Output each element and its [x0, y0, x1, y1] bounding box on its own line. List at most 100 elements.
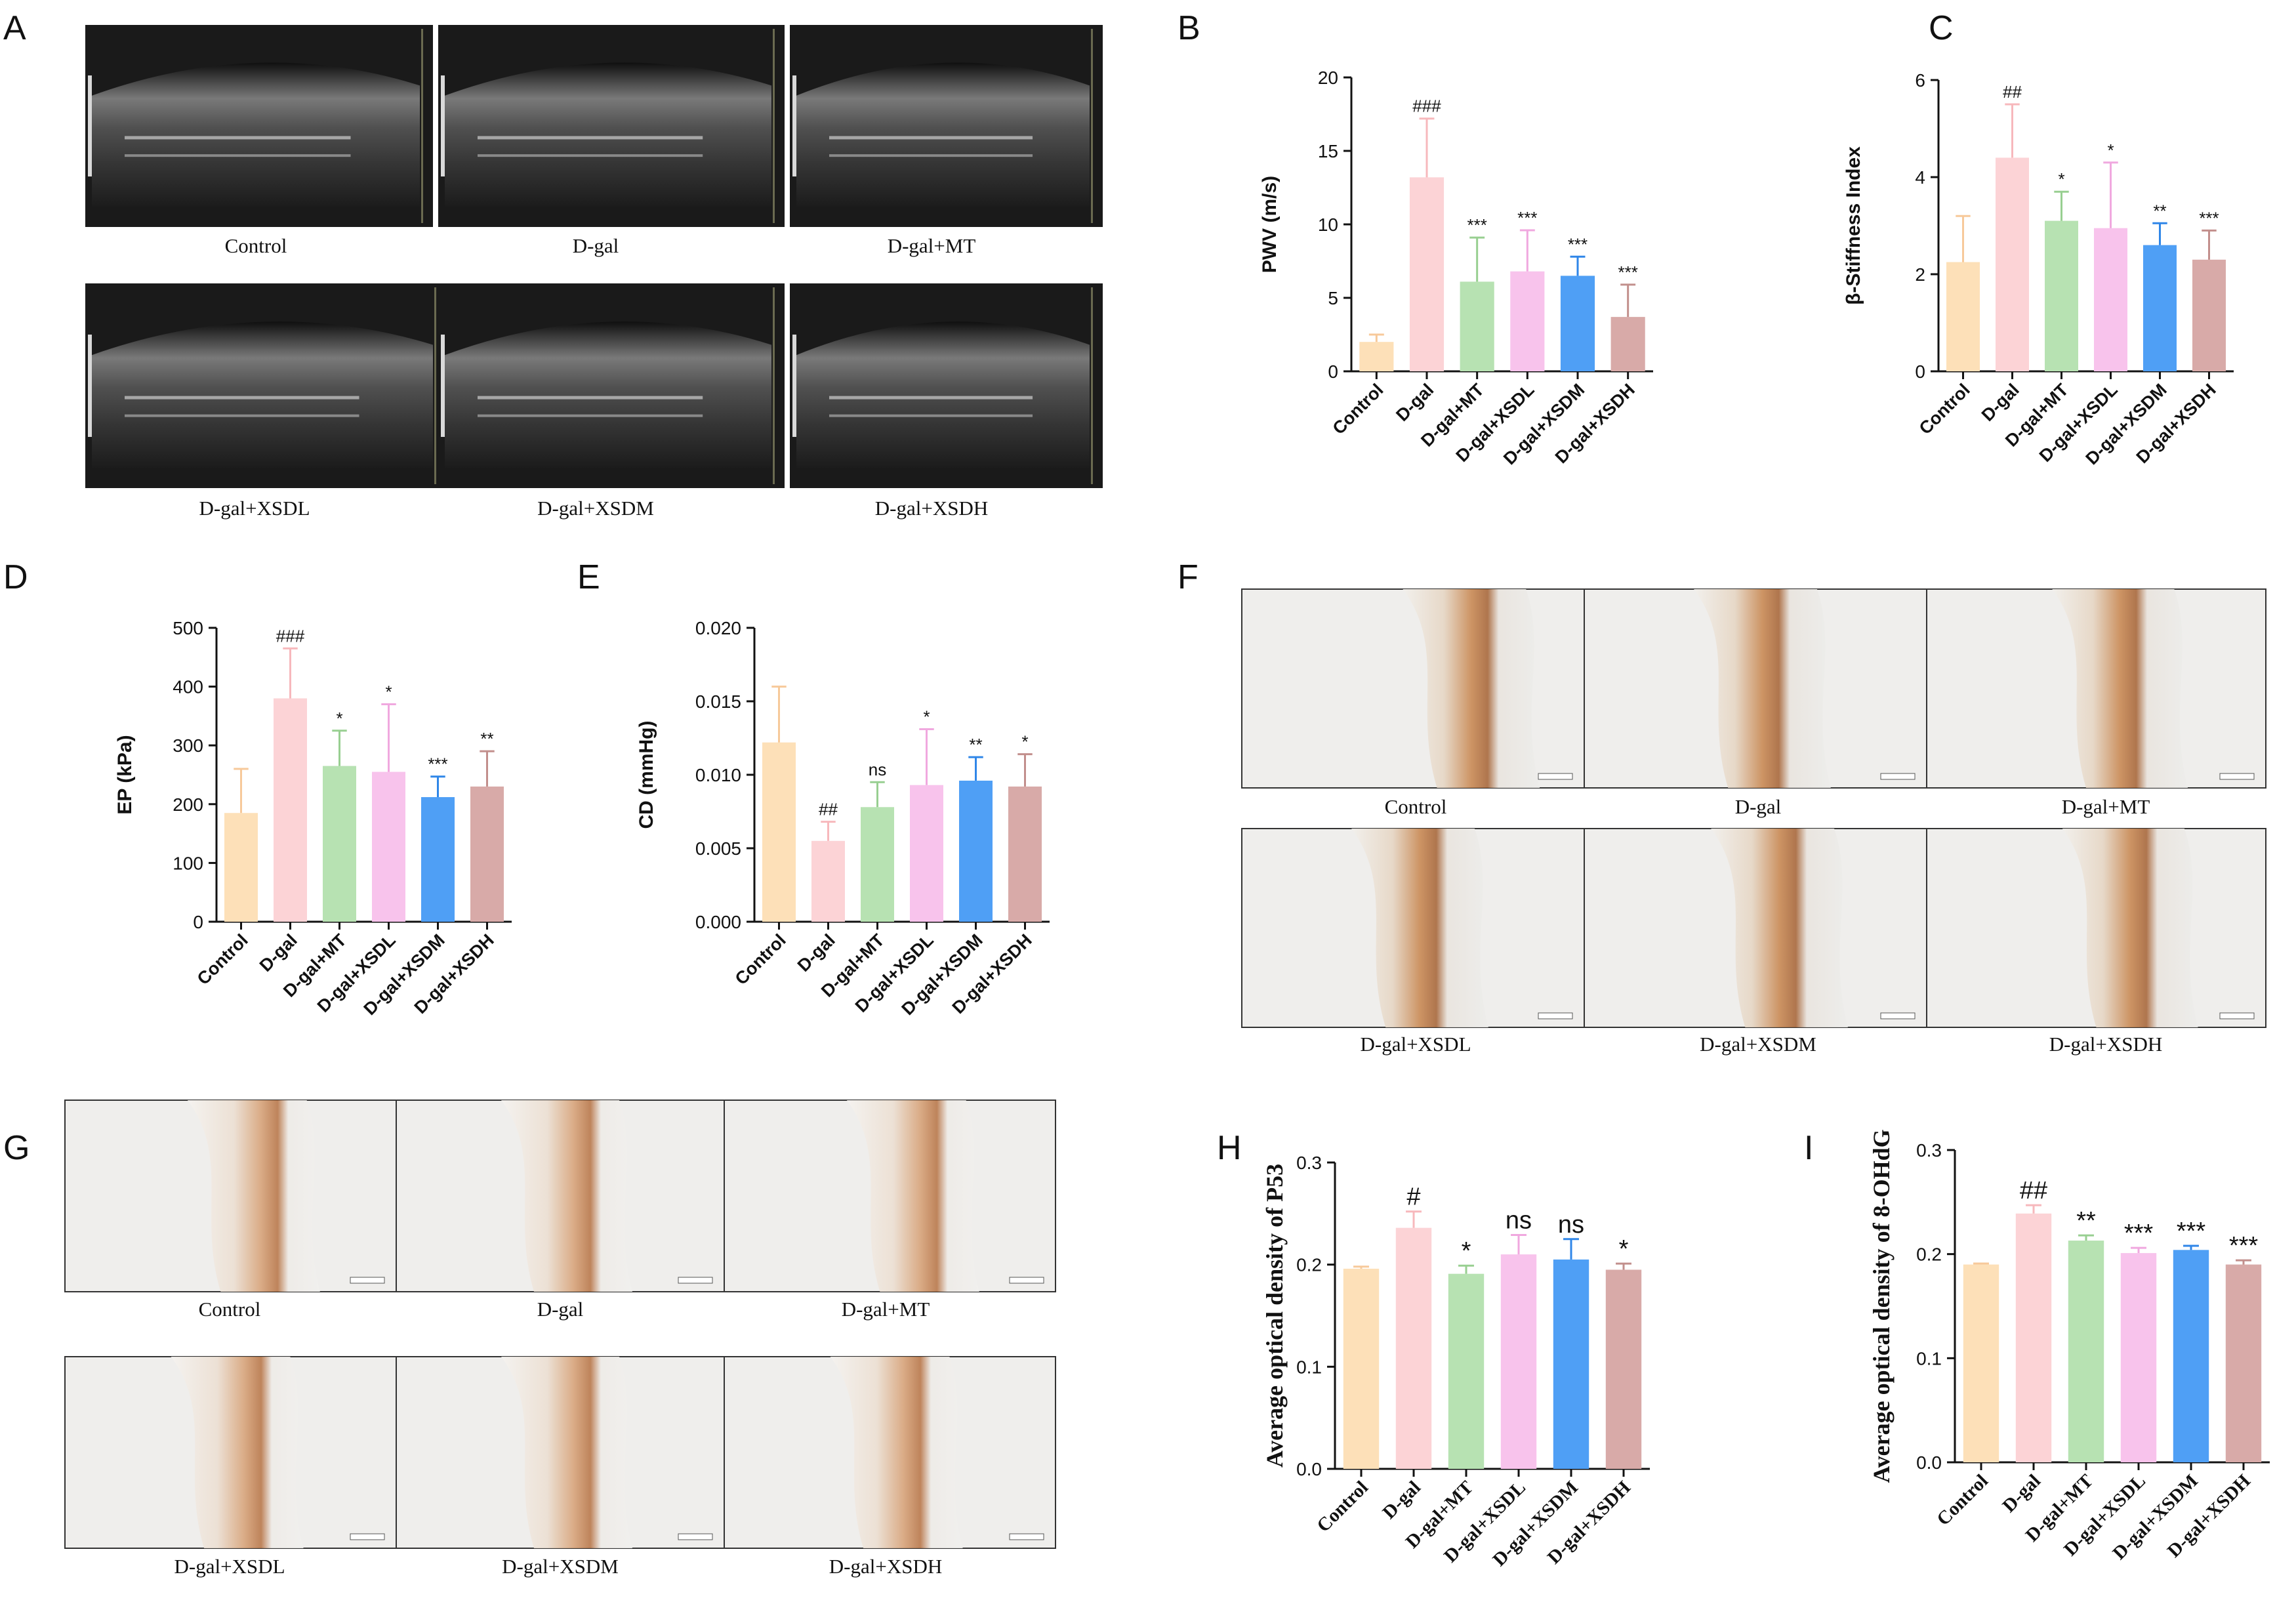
panel-f: F Control D-gal D-gal+MT D-gal+XSDL D-gal+XS…	[1178, 558, 2266, 1056]
vessel-wall-line	[829, 414, 1033, 417]
bar	[1963, 1264, 1999, 1462]
image-cell: Control	[64, 1100, 397, 1321]
y-tick-label: 20	[1318, 68, 1338, 88]
x-tick-label: Control	[1328, 380, 1387, 438]
gain-bar	[441, 335, 445, 437]
y-tick-label: 0.1	[1916, 1348, 1942, 1368]
y-tick-label: 0	[1328, 361, 1338, 382]
y-tick-label: 0.020	[695, 618, 741, 638]
bar	[421, 797, 455, 922]
panel-a: A Control D-gal D-gal+MT D-gal+XSDL D-gal+XS…	[3, 9, 1103, 520]
y-tick-label: 0.0	[1296, 1459, 1322, 1479]
scale-bar	[1880, 773, 1916, 780]
bar	[811, 840, 845, 922]
ultrasound-tissue	[445, 321, 771, 468]
y-axis-label: CD (mmHg)	[636, 721, 657, 829]
ultrasound-tissue	[796, 62, 1090, 207]
ultrasound-tissue	[92, 62, 420, 207]
bar	[1500, 1254, 1537, 1469]
bar	[2143, 245, 2177, 371]
bar	[1510, 271, 1545, 371]
chart-h: H 0.0 0.1 0.2 0.3 Average optical density of …	[1217, 1129, 1650, 1571]
vessel-wall-line	[478, 414, 703, 417]
x-tick-label: D-gal	[1392, 380, 1437, 425]
bar	[1553, 1259, 1589, 1469]
image-cell: D-gal+MT	[1926, 588, 2266, 818]
bar	[1343, 1268, 1380, 1469]
scale-bar	[350, 1533, 385, 1540]
y-tick-label: 0.3	[1296, 1153, 1322, 1173]
significance-label: ##	[2003, 82, 2022, 102]
significance-label: ##	[2020, 1177, 2047, 1204]
vessel-wall-stain	[2062, 829, 2198, 1027]
bar	[2015, 1213, 2052, 1462]
significance-label: **	[2076, 1207, 2096, 1235]
bar	[762, 742, 796, 922]
panel-letter-a: A	[3, 9, 26, 47]
significance-label: #	[1406, 1183, 1420, 1211]
significance-label: ***	[2124, 1220, 2154, 1247]
depth-scale	[421, 29, 423, 223]
image-label: Control	[199, 1298, 261, 1321]
significance-label: **	[2153, 201, 2166, 220]
y-tick-label: 0	[1915, 361, 1925, 382]
image-cell: D-gal+XSDL	[64, 1356, 397, 1578]
bar	[224, 813, 258, 922]
image-label: D-gal+XSDH	[2049, 1033, 2162, 1056]
vessel-wall-line	[125, 396, 359, 400]
scale-bar	[2219, 1012, 2255, 1019]
significance-label: **	[969, 735, 982, 754]
gain-bar	[88, 335, 92, 437]
significance-label: ***	[428, 754, 447, 774]
chart-i: I 0.0 0.1 0.2 0.3 Average optical density of …	[1804, 1129, 2270, 1564]
depth-scale	[1091, 29, 1093, 223]
bar	[2120, 1253, 2157, 1462]
y-tick-label: 0.1	[1296, 1357, 1322, 1377]
image-label: D-gal+XSDL	[1360, 1033, 1471, 1056]
scale-bar	[1009, 1277, 1044, 1284]
image-label: D-gal	[1735, 795, 1782, 818]
gain-bar	[441, 75, 445, 176]
x-tick-label: Control	[194, 930, 252, 989]
bar	[274, 698, 307, 922]
scale-bar	[1880, 1012, 1916, 1019]
vessel-wall-stain	[830, 1357, 963, 1548]
vessel-wall-stain	[1403, 589, 1540, 788]
x-tick-label: Control	[1313, 1477, 1372, 1536]
significance-label: ***	[1618, 262, 1637, 282]
y-tick-label: 4	[1915, 167, 1925, 188]
scale-bar	[678, 1533, 713, 1540]
significance-label: *	[2058, 169, 2064, 189]
y-tick-label: 0.000	[695, 912, 741, 932]
y-tick-label: 500	[173, 618, 203, 638]
image-cell: Control	[1241, 588, 1585, 818]
x-tick-label: D-gal	[256, 930, 301, 976]
bar	[323, 766, 356, 922]
y-axis-label: EP (kPa)	[114, 735, 136, 814]
y-axis-label: PWV (m/s)	[1259, 176, 1281, 273]
significance-label: ***	[2177, 1218, 2206, 1245]
bar	[2225, 1264, 2262, 1462]
panel-letter-g: G	[3, 1129, 30, 1167]
bar	[2045, 220, 2078, 371]
y-axis-label: β-Stiffness Index	[1843, 146, 1864, 305]
x-tick-label: D-gal	[1978, 380, 2023, 425]
depth-scale	[773, 29, 775, 223]
image-cell: Control	[85, 25, 433, 257]
bar	[1460, 281, 1494, 371]
gain-bar	[792, 335, 796, 437]
vessel-wall-line	[478, 136, 703, 140]
y-tick-label: 0.3	[1916, 1140, 1942, 1161]
y-axis-label: Average optical density of 8-OHdG	[1868, 1129, 1895, 1483]
y-tick-label: 0.2	[1916, 1244, 1942, 1265]
gain-bar	[88, 75, 92, 176]
y-tick-label: 300	[173, 735, 203, 756]
bar	[1409, 177, 1445, 371]
image-label: D-gal+MT	[2062, 795, 2150, 818]
image-cell: D-gal+XSDM	[438, 283, 785, 520]
vessel-wall-stain	[1711, 829, 1848, 1027]
vessel-wall-line	[478, 154, 703, 157]
vessel-wall-line	[829, 396, 1033, 400]
y-tick-label: 100	[173, 853, 203, 873]
